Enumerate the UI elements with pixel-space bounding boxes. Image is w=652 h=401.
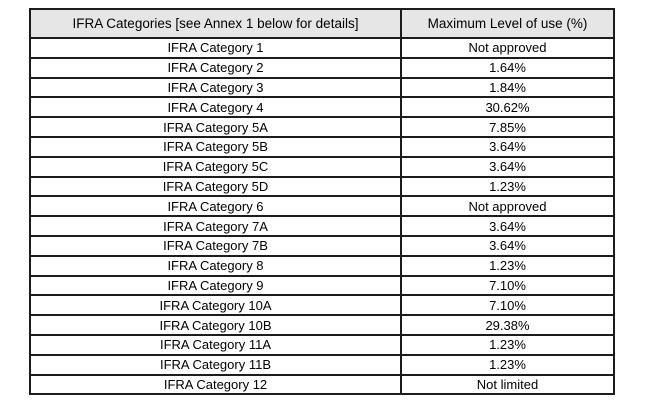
max-level-cell: 3.64% xyxy=(400,135,615,158)
max-level-cell: 29.38% xyxy=(400,314,615,336)
category-cell: IFRA Category 5A xyxy=(29,116,402,138)
category-cell: IFRA Category 12 xyxy=(29,373,402,396)
table-row: IFRA Category 7A 3.64% xyxy=(29,215,615,237)
category-cell: IFRA Category 5D xyxy=(29,175,402,198)
max-level-cell: 1.23% xyxy=(400,333,615,356)
category-cell: IFRA Category 6 xyxy=(29,195,402,218)
table-row: IFRA Category 10A 7.10% xyxy=(29,294,615,317)
table-row: IFRA Category 9 7.10% xyxy=(29,274,615,297)
table-row: IFRA Category 12 Not limited xyxy=(29,373,615,396)
table-row: IFRA Category 5A 7.85% xyxy=(29,116,615,138)
max-level-cell: 1.23% xyxy=(400,175,615,198)
column-header-ifra-categories: IFRA Categories [see Annex 1 below for d… xyxy=(29,8,402,39)
table-body: IFRA Category 1 Not approved IFRA Category… xyxy=(29,37,615,396)
category-cell: IFRA Category 7A xyxy=(29,215,402,237)
category-cell: IFRA Category 9 xyxy=(29,274,402,297)
table-row: IFRA Category 3 1.84% xyxy=(29,76,615,99)
max-level-cell: Not approved xyxy=(400,195,615,218)
max-level-cell: Not limited xyxy=(400,373,615,396)
category-cell: IFRA Category 2 xyxy=(29,56,402,79)
category-cell: IFRA Category 5B xyxy=(29,135,402,158)
max-level-cell: 1.84% xyxy=(400,76,615,99)
max-level-cell: 3.64% xyxy=(400,155,615,178)
ifra-categories-table: IFRA Categories [see Annex 1 below for d… xyxy=(29,8,615,396)
table-row: IFRA Category 4 30.62% xyxy=(29,96,615,119)
max-level-cell: Not approved xyxy=(400,37,615,59)
max-level-cell: 1.23% xyxy=(400,353,615,376)
table-row: IFRA Category 5B 3.64% xyxy=(29,135,615,158)
category-cell: IFRA Category 11B xyxy=(29,353,402,376)
category-cell: IFRA Category 4 xyxy=(29,96,402,119)
max-level-cell: 30.62% xyxy=(400,96,615,119)
table-row: IFRA Category 11B 1.23% xyxy=(29,353,615,376)
table-row: IFRA Category 8 1.23% xyxy=(29,254,615,277)
max-level-cell: 7.85% xyxy=(400,116,615,138)
max-level-cell: 3.64% xyxy=(400,215,615,237)
category-cell: IFRA Category 8 xyxy=(29,254,402,277)
table-row: IFRA Category 5D 1.23% xyxy=(29,175,615,198)
table-row: IFRA Category 10B 29.38% xyxy=(29,314,615,336)
max-level-cell: 7.10% xyxy=(400,294,615,317)
max-level-cell: 1.64% xyxy=(400,56,615,79)
table-row: IFRA Category 2 1.64% xyxy=(29,56,615,79)
table-row: IFRA Category 1 Not approved xyxy=(29,37,615,59)
column-header-max-level: Maximum Level of use (%) xyxy=(400,8,615,39)
table-row: IFRA Category 11A 1.23% xyxy=(29,333,615,356)
max-level-cell: 7.10% xyxy=(400,274,615,297)
category-cell: IFRA Category 10B xyxy=(29,314,402,336)
category-cell: IFRA Category 7B xyxy=(29,234,402,257)
category-cell: IFRA Category 1 xyxy=(29,37,402,59)
table-header-row: IFRA Categories [see Annex 1 below for d… xyxy=(29,8,615,39)
category-cell: IFRA Category 3 xyxy=(29,76,402,99)
category-cell: IFRA Category 10A xyxy=(29,294,402,317)
max-level-cell: 1.23% xyxy=(400,254,615,277)
table-row: IFRA Category 5C 3.64% xyxy=(29,155,615,178)
max-level-cell: 3.64% xyxy=(400,234,615,257)
table-row: IFRA Category 7B 3.64% xyxy=(29,234,615,257)
category-cell: IFRA Category 11A xyxy=(29,333,402,356)
table-row: IFRA Category 6 Not approved xyxy=(29,195,615,218)
category-cell: IFRA Category 5C xyxy=(29,155,402,178)
